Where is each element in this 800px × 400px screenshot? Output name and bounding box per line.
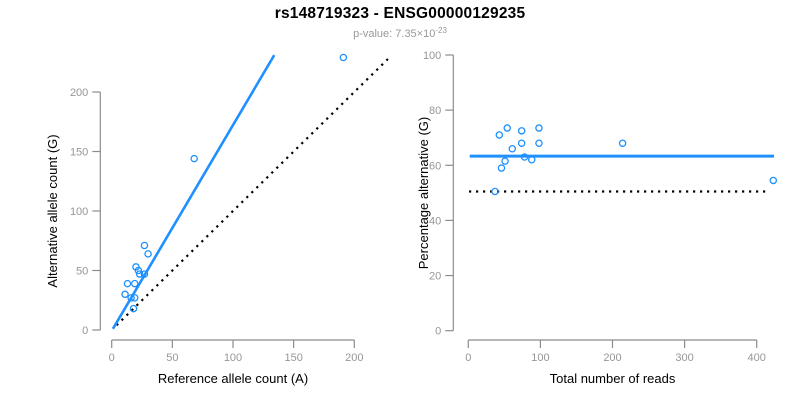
y-tick-label: 60: [429, 160, 441, 172]
x-axis: 0 100 200 300 400: [465, 339, 766, 364]
data-point: [495, 131, 504, 139]
y-tick-label: 40: [429, 215, 441, 227]
x-tick-label: 0: [109, 352, 115, 364]
data-point: [190, 154, 198, 163]
y-axis: 0 50 100 150 200: [70, 87, 101, 337]
data-point: [517, 127, 526, 135]
data-point: [130, 294, 139, 302]
x-axis-title: Total number of reads: [550, 371, 676, 386]
y-axis-title: Percentage alternative (G): [416, 117, 431, 269]
data-point: [491, 187, 499, 196]
data-point: [134, 266, 143, 275]
y-tick-label: 80: [429, 105, 441, 117]
data-point: [508, 144, 517, 153]
x-tick-label: 300: [675, 352, 693, 364]
y-axis: 0 20 40 60 80 100: [423, 50, 454, 338]
x-tick-label: 200: [345, 352, 363, 364]
y-tick-label: 100: [70, 206, 88, 218]
x-tick-label: 200: [603, 352, 621, 364]
identity-line: [115, 57, 390, 327]
data-point: [535, 124, 543, 132]
data-point: [127, 294, 135, 302]
data-points: [491, 124, 778, 196]
y-tick-label: 20: [429, 271, 441, 283]
pvalue-exponent: -23: [435, 26, 447, 35]
y-axis-title: Alternative allele count (G): [45, 134, 60, 287]
x-tick-label: 400: [748, 352, 766, 364]
data-point: [769, 176, 778, 185]
pvalue-subtitle: p-value: 7.35×10-23: [0, 26, 800, 40]
data-point: [144, 250, 152, 258]
x-tick-label: 0: [465, 352, 471, 364]
figure-header: rs148719323 - ENSG00000129235 p-value: 7…: [0, 5, 800, 40]
data-point: [497, 164, 506, 172]
x-axis: 0 50 100 150 200: [109, 339, 363, 364]
data-point: [135, 270, 144, 278]
y-tick-label: 150: [70, 147, 88, 159]
y-tick-label: 0: [435, 326, 441, 338]
data-point: [501, 157, 509, 165]
data-point: [618, 139, 627, 147]
data-point: [503, 124, 511, 132]
x-tick-label: 150: [284, 352, 302, 364]
data-point: [129, 304, 138, 313]
x-tick-label: 50: [166, 352, 178, 364]
data-point: [517, 139, 526, 147]
figure-title: rs148719323 - ENSG00000129235: [274, 5, 526, 22]
x-axis-title: Reference allele count (A): [158, 371, 308, 386]
y-tick-label: 200: [70, 87, 88, 99]
data-point: [339, 53, 348, 62]
regression-line: [111, 54, 276, 330]
y-tick-label: 0: [82, 325, 88, 337]
x-tick-label: 100: [224, 352, 242, 364]
data-point: [130, 279, 139, 288]
data-point: [140, 270, 149, 278]
x-tick-label: 100: [531, 352, 549, 364]
data-point: [520, 153, 529, 161]
y-tick-label: 50: [76, 266, 88, 278]
y-tick-label: 100: [423, 50, 441, 62]
data-point: [123, 279, 132, 288]
data-points: [121, 53, 348, 313]
data-point: [527, 156, 536, 164]
pvalue-text: p-value: 7.35×10: [353, 28, 436, 40]
data-point: [140, 241, 149, 250]
data-point: [121, 290, 129, 299]
data-point: [535, 139, 543, 147]
allele-counts-scatter: 0 50 100 150 200 0 50 100 150 200 Reference allele…: [45, 53, 390, 386]
